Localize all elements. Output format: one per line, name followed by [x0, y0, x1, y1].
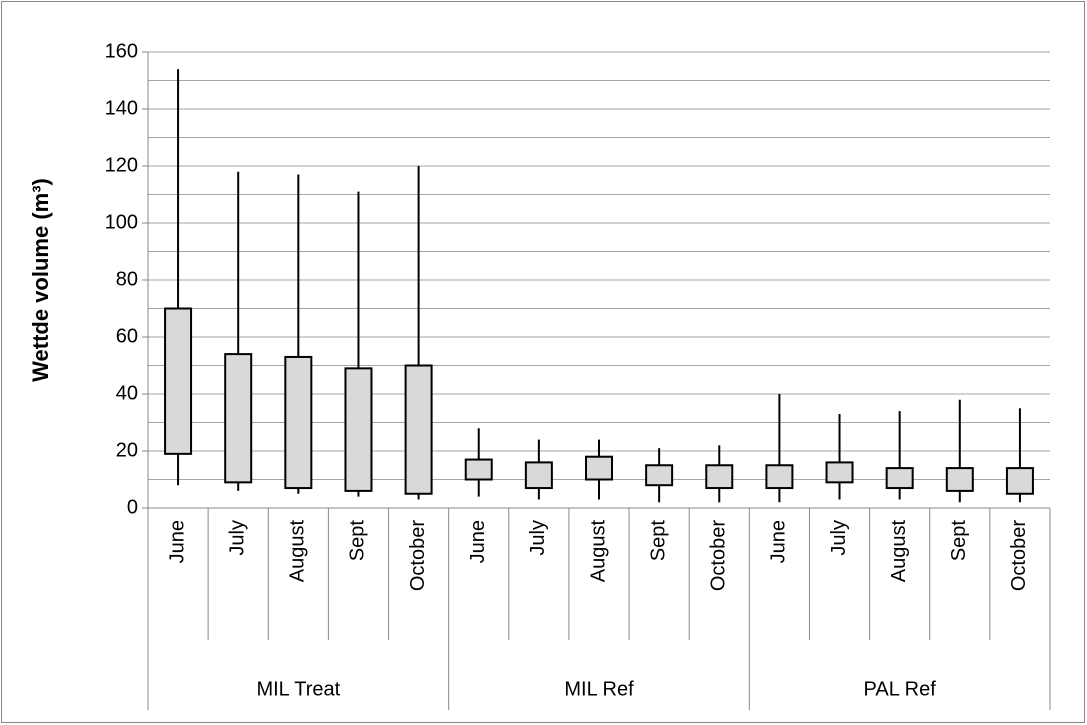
x-tick-label: August — [587, 520, 609, 583]
x-tick-label: June — [166, 520, 188, 563]
y-tick-label: 160 — [105, 40, 138, 62]
box — [404, 364, 433, 495]
box — [464, 458, 493, 481]
box — [1005, 467, 1034, 495]
y-tick-label: 60 — [116, 325, 138, 347]
group-label: MIL Ref — [564, 678, 634, 700]
x-tick-label: August — [287, 520, 309, 583]
box — [945, 467, 974, 492]
y-tick-label: 40 — [116, 382, 138, 404]
box — [585, 455, 613, 481]
box — [885, 467, 914, 490]
box — [224, 353, 253, 484]
box — [524, 461, 553, 490]
x-tick-label: Sept — [347, 520, 369, 562]
group-label: MIL Treat — [256, 678, 340, 700]
x-tick-label: July — [226, 520, 248, 556]
box — [765, 464, 794, 490]
x-tick-label: July — [527, 520, 549, 556]
x-tick-label: October — [407, 520, 429, 591]
x-tick-label: July — [828, 520, 850, 556]
y-axis-label: Wettde volume (m³) — [28, 178, 53, 382]
group-label: PAL Ref — [864, 678, 937, 700]
x-tick-label: Sept — [948, 520, 970, 562]
x-tick-label: June — [768, 520, 790, 563]
x-tick-label: Sept — [647, 520, 669, 562]
box — [164, 307, 193, 455]
box — [344, 367, 373, 492]
x-tick-label: October — [708, 520, 730, 591]
box — [284, 355, 313, 490]
y-tick-label: 80 — [116, 268, 138, 290]
box — [705, 464, 734, 490]
y-tick-label: 120 — [105, 154, 138, 176]
x-tick-label: June — [467, 520, 489, 563]
box — [645, 464, 674, 487]
y-tick-label: 20 — [116, 439, 138, 461]
y-tick-label: 140 — [105, 97, 138, 119]
x-tick-label: October — [1008, 520, 1030, 591]
x-tick-label: August — [888, 520, 910, 583]
y-tick-label: 0 — [127, 496, 138, 518]
box — [825, 461, 854, 484]
y-tick-label: 100 — [105, 211, 138, 233]
